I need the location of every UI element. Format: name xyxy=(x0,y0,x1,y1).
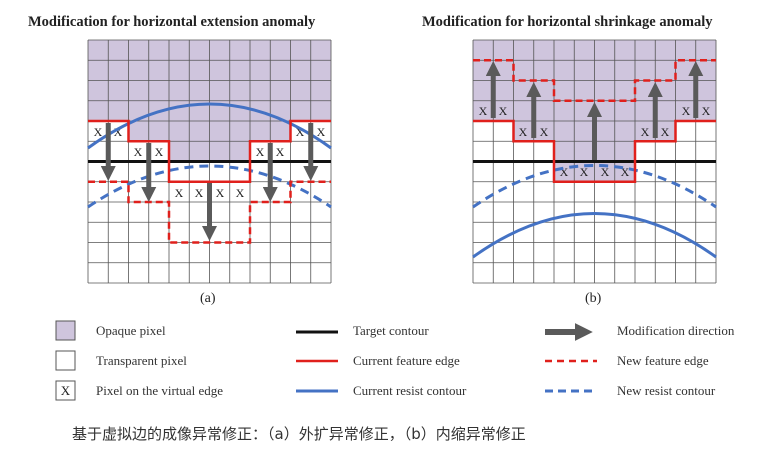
virtual-edge-x: X xyxy=(216,186,225,200)
virtual-edge-x: X xyxy=(317,125,326,139)
modification-arrows xyxy=(485,61,704,160)
legend-feature-edge-label: Current feature edge xyxy=(353,353,460,368)
legend-transparent-swatch xyxy=(55,350,76,371)
virtual-edge-x: X xyxy=(114,125,123,139)
virtual-edge-x: X xyxy=(134,145,143,159)
virtual-edge-x: X xyxy=(256,145,265,159)
virtual-edge-x: X xyxy=(540,125,549,139)
virtual-edge-x: X xyxy=(580,165,589,179)
virtual-edge-x: X xyxy=(601,165,610,179)
virtual-edge-x: X xyxy=(296,125,305,139)
virtual-edge-x: X xyxy=(175,186,184,200)
virtual-edge-pixels: X X X X X X X X X X X X xyxy=(479,104,711,179)
virtual-edge-x: X xyxy=(479,104,488,118)
legend-opaque-label: Opaque pixel xyxy=(96,323,166,338)
current-resist-contour xyxy=(87,102,332,150)
legend: X xyxy=(55,320,597,401)
virtual-edge-x: X xyxy=(560,165,569,179)
panel-a-title: Modification for horizontal extension an… xyxy=(28,14,316,30)
legend-resist-label: Current resist contour xyxy=(353,383,467,398)
legend-new-feature-edge-label: New feature edge xyxy=(617,353,709,368)
virtual-edge-x: X xyxy=(682,104,691,118)
legend-new-resist-label: New resist contour xyxy=(617,383,716,398)
panel-b-title: Modification for horizontal shrinkage an… xyxy=(422,14,713,30)
new-feature-edge xyxy=(473,59,716,102)
virtual-edge-x: X xyxy=(641,125,650,139)
panel-b-label: (b) xyxy=(585,291,602,306)
legend-direction-label: Modification direction xyxy=(617,323,735,338)
virtual-edge-x: X xyxy=(155,145,164,159)
figure-caption: 基于虚拟边的成像异常修正：（a）外扩异常修正，（b）内缩异常修正 xyxy=(72,425,526,443)
current-feature-edge xyxy=(473,119,716,183)
legend-virtual-edge-label: Pixel on the virtual edge xyxy=(96,383,224,398)
legend-virtual-edge-swatch xyxy=(55,380,76,401)
virtual-edge-x: X xyxy=(94,125,103,139)
legend-opaque-swatch xyxy=(55,320,76,341)
virtual-edge-pixels: X X X X X X X X X X X X xyxy=(94,125,326,200)
panel-a: X X X X X X X X X X X X xyxy=(87,39,332,284)
new-feature-edge xyxy=(88,180,331,244)
virtual-edge-x: X xyxy=(236,186,245,200)
current-resist-contour xyxy=(472,212,717,259)
legend-transparent-label: Transparent pixel xyxy=(96,353,187,368)
virtual-edge-x: X xyxy=(702,104,711,118)
virtual-edge-x: X xyxy=(276,145,285,159)
panel-a-label: (a) xyxy=(200,291,216,306)
virtual-edge-x: X xyxy=(519,125,528,139)
new-resist-contour xyxy=(87,164,332,209)
virtual-edge-x: X xyxy=(621,165,630,179)
new-resist-contour xyxy=(472,164,717,209)
panel-b: X X X X X X X X X X X X xyxy=(472,39,717,284)
legend-target-label: Target contour xyxy=(353,323,429,338)
virtual-edge-x: X xyxy=(499,104,508,118)
current-feature-edge xyxy=(88,119,331,183)
modification-arrows xyxy=(100,123,319,241)
virtual-edge-x: X xyxy=(195,186,204,200)
virtual-edge-x: X xyxy=(661,125,670,139)
legend-x-symbol: X xyxy=(61,383,71,398)
